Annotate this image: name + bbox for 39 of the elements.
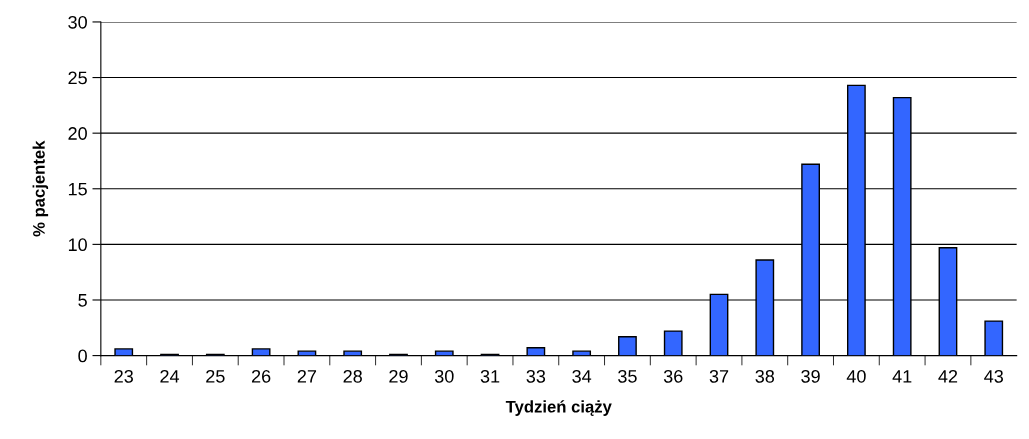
y-axis-title: % pacjentek (32, 140, 49, 237)
x-tick-label: 26 (251, 369, 271, 383)
x-tick-label: 31 (480, 369, 500, 383)
x-tick-label: 43 (984, 369, 1004, 383)
x-tick-label: 27 (297, 369, 317, 383)
x-tick-label: 25 (206, 369, 225, 383)
y-tick-label: 0 (78, 349, 87, 363)
y-tick-label: 25 (68, 71, 87, 85)
x-tick-label: 39 (801, 369, 820, 383)
x-tick-label: 36 (663, 369, 683, 383)
x-tick-label: 28 (343, 369, 362, 383)
bar (663, 330, 683, 356)
x-tick-label: 35 (618, 369, 637, 383)
x-tick-label: 23 (114, 369, 133, 383)
x-tick-label: 38 (755, 369, 775, 383)
bar (114, 348, 134, 356)
y-tick-label: 20 (68, 127, 87, 140)
x-axis-title: Tydzień ciąży (505, 400, 612, 416)
bar (618, 335, 637, 356)
y-tick-label: 15 (68, 182, 87, 196)
x-tick-label: 42 (938, 369, 958, 383)
bar (572, 350, 592, 356)
bar (434, 350, 454, 356)
bar (297, 350, 317, 356)
x-tick-label: 29 (389, 369, 408, 383)
x-tick-label: 24 (160, 369, 180, 383)
y-tick-label: 5 (78, 294, 87, 307)
y-tick-label: 30 (68, 15, 87, 29)
bar (343, 350, 363, 356)
x-tick-label: 41 (892, 370, 912, 383)
x-tick-label: 37 (709, 369, 729, 383)
bar (984, 320, 1004, 356)
x-tick-label: 34 (572, 369, 592, 383)
y-tick-label: 10 (68, 238, 87, 252)
x-tick-label: 40 (846, 369, 866, 383)
x-tick-label: 30 (434, 369, 454, 383)
bar (526, 347, 546, 356)
bar (251, 348, 271, 356)
x-tick-label: 33 (526, 369, 546, 383)
